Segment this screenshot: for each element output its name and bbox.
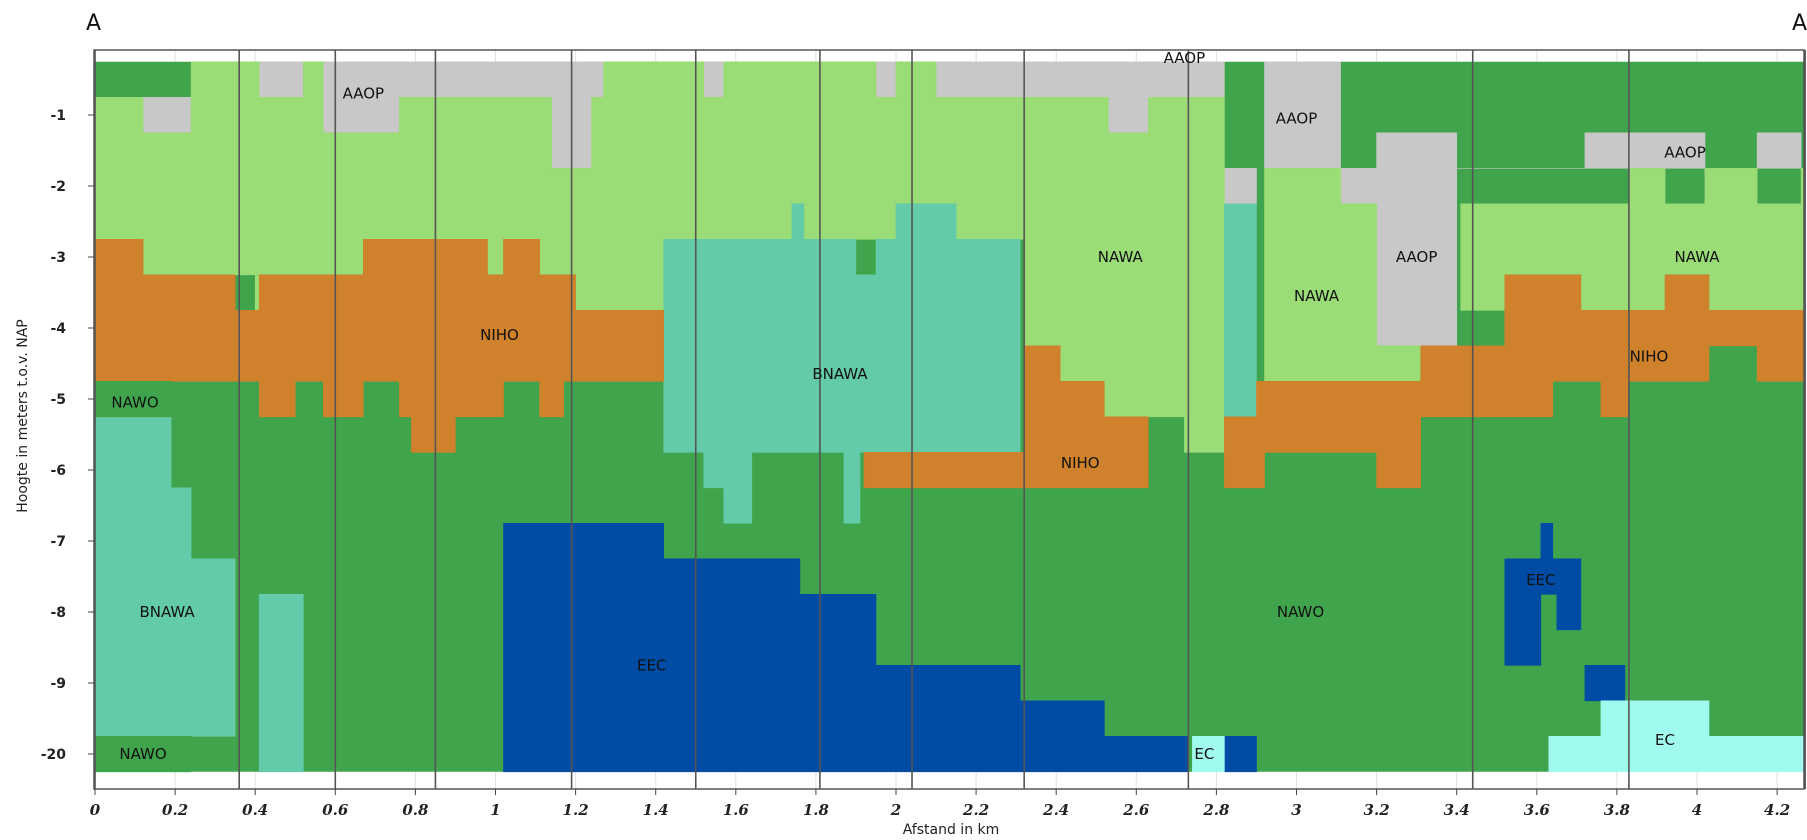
section-start-label: A [86, 11, 101, 36]
unit-polygon-aaop [258, 61, 304, 98]
unit-polygon-niho [863, 345, 1149, 489]
unit-polygon-aaop [703, 61, 725, 98]
unit-polygon-niho [1224, 274, 1806, 489]
x-tick-label: 3.8 [1604, 801, 1631, 819]
x-tick-label: 1.4 [643, 801, 669, 819]
y-tick-label: -1 [50, 108, 66, 124]
x-axis-label: Afstand in km [903, 822, 1000, 838]
x-tick-label: 0 [90, 801, 101, 819]
unit-label-aaop: AAOP [1664, 144, 1706, 162]
unit-label-eec: EEC [1526, 571, 1555, 589]
x-tick-label: 2.8 [1202, 801, 1230, 819]
unit-label-eec: EEC [637, 656, 666, 674]
borehole-lines [94, 50, 1806, 789]
y-axis-label: Hoogte in meters t.o.v. NAP [15, 319, 31, 512]
unit-label-aaop: AAOP [1164, 49, 1206, 67]
unit-label-niho: NIHO [1061, 454, 1100, 472]
x-tick-label: 0.2 [162, 801, 188, 819]
section-end-label: A [1792, 11, 1807, 36]
unit-polygon-bnawa [1224, 203, 1257, 418]
x-tick-label: 1.6 [723, 801, 750, 819]
x-tick-label: 2.4 [1042, 801, 1069, 819]
unit-polygon-aaop [1224, 168, 1257, 205]
unit-polygon-ec [1192, 735, 1225, 773]
unit-label-nawa: NAWA [1098, 248, 1144, 266]
unit-polygon-aaop [142, 97, 192, 134]
geological-units [94, 61, 1806, 773]
unit-label-bnawa: BNAWA [139, 603, 195, 621]
unit-label-niho: NIHO [1630, 347, 1669, 365]
unit-label-nawo: NAWO [119, 745, 166, 763]
unit-polygon-eec [1584, 664, 1626, 702]
y-tick-label: -5 [50, 392, 66, 408]
y-tick-label: -6 [50, 463, 66, 479]
x-tick-label: 1.2 [563, 801, 589, 819]
unit-label-ec: EC [1194, 745, 1214, 763]
x-tick-label: 3 [1291, 801, 1301, 819]
x-tick-label: 3.4 [1444, 801, 1470, 819]
unit-label-nawo: NAWO [1277, 603, 1324, 621]
y-tick-label: -9 [50, 676, 66, 692]
x-tick-label: 0.8 [402, 801, 429, 819]
unit-label-bnawa: BNAWA [812, 365, 868, 383]
x-tick-label: 3.2 [1364, 801, 1390, 819]
x-tick-label: 1.8 [803, 801, 830, 819]
y-axis-ticks: -1 -2 -3 -4 -5 -6 -7 -8 -9 -20 [41, 108, 94, 763]
unit-labels: AAOP AAOP AAOP AAOP AAOP NAWA NAWA NAWA NIHO NIHO… [111, 49, 1720, 763]
unit-label-aaop: AAOP [343, 85, 385, 103]
x-tick-label: 4 [1692, 801, 1702, 819]
unit-polygon-aaop [875, 61, 897, 98]
x-tick-label: 0.6 [322, 801, 349, 819]
unit-label-aaop: AAOP [1276, 110, 1318, 128]
x-axis-ticks: 0 0.2 0.4 0.6 0.8 1 1.2 1.4 1.6 1.8 2 2.2 2.4 2.6 2.8 3… [90, 789, 1790, 819]
unit-polygon-ec [1548, 700, 1806, 773]
unit-polygon-bnawa [663, 203, 1021, 524]
y-tick-label: -3 [50, 250, 66, 266]
x-tick-label: 1 [490, 801, 500, 819]
unit-label-aaop: AAOP [1396, 248, 1438, 266]
x-tick-label: 3.6 [1524, 801, 1551, 819]
x-tick-label: 2.2 [962, 801, 989, 819]
unit-label-nawa: NAWA [1294, 287, 1340, 305]
unit-label-niho: NIHO [480, 326, 519, 344]
x-tick-label: 2.6 [1122, 801, 1150, 819]
y-tick-label: -2 [50, 179, 66, 195]
x-tick-label: 2 [890, 801, 901, 819]
y-tick-label: -4 [50, 321, 66, 337]
unit-polygon-bnawa [258, 593, 304, 773]
unit-label-ec: EC [1655, 731, 1675, 749]
y-tick-label: -7 [50, 534, 66, 550]
x-tick-label: 4.2 [1764, 801, 1790, 819]
x-tick-label: 0.4 [242, 801, 268, 819]
y-tick-label: -20 [41, 747, 67, 763]
y-tick-label: -8 [50, 605, 66, 621]
plot-frame [93, 49, 1805, 790]
unit-label-nawo: NAWO [111, 394, 158, 412]
unit-polygon-eec [1224, 735, 1257, 773]
unit-polygon-niho [94, 239, 665, 453]
unit-polygon-eec [1504, 522, 1582, 666]
unit-label-nawa: NAWA [1675, 248, 1721, 266]
